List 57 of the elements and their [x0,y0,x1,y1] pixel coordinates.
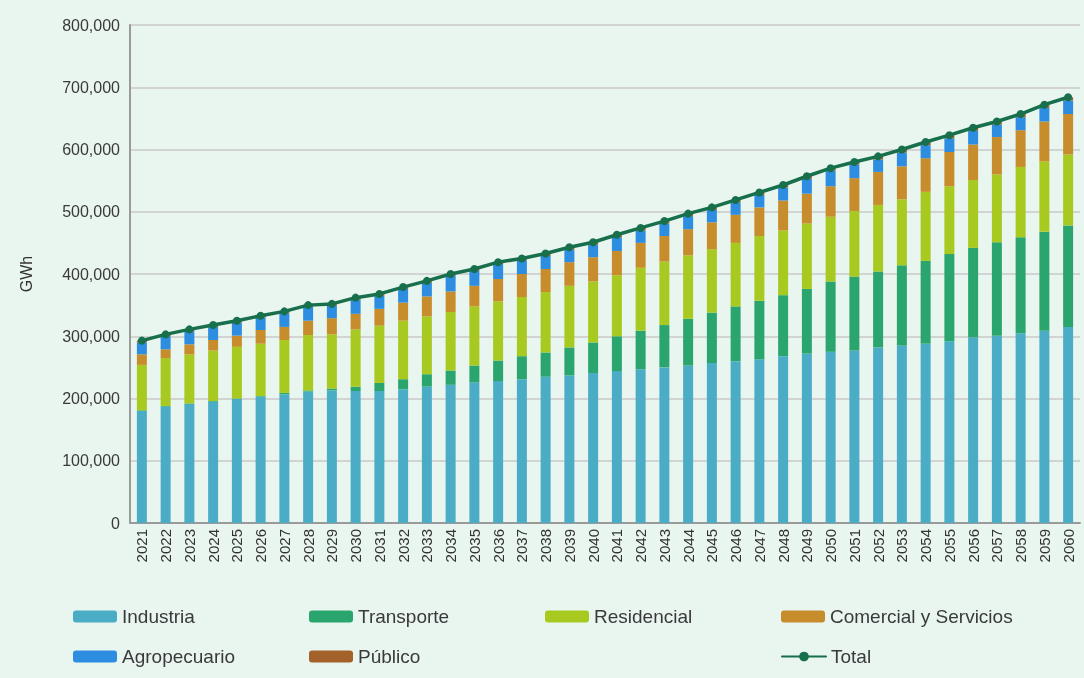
x-tick-label: 2031 [370,529,388,563]
x-tick-label: 2025 [228,529,246,563]
x-tick-label: 2035 [465,529,483,563]
x-tick-label: 2043 [655,529,673,563]
y-tick-label: 400,000 [62,265,121,283]
legend-label: Total [831,646,872,667]
x-tick-label: 2033 [418,529,436,563]
x-tick-label: 2040 [584,529,602,563]
y-tick-label: 700,000 [62,78,121,96]
legend-label: Residencial [594,606,693,627]
x-tick-label: 2044 [679,529,697,563]
x-tick-label: 2028 [299,529,317,563]
x-tick-label: 2045 [703,529,721,563]
x-tick-label: 2029 [323,529,341,563]
y-tick-label: 200,000 [62,390,121,407]
x-tick-label: 2051 [845,529,863,563]
x-tick-label: 2059 [1035,529,1053,563]
x-tick-label: 2034 [442,529,460,563]
x-tick-label: 2046 [727,529,745,563]
y-tick-label: 600,000 [62,141,121,158]
x-tick-label: 2060 [1059,529,1077,563]
x-tick-label: 2054 [917,529,935,563]
x-tick-label: 2024 [204,529,222,563]
x-tick-label: 2047 [750,529,768,563]
y-axis-title: GWh [17,255,35,293]
x-tick-label: 2032 [394,529,412,563]
x-tick-label: 2039 [560,529,578,563]
x-tick-label: 2041 [608,529,626,563]
y-tick-label: 300,000 [62,327,121,345]
legend-label: Transporte [358,606,450,627]
x-tick-label: 2042 [632,529,650,563]
x-tick-label: 2022 [157,529,175,563]
y-tick-label: 0 [111,514,121,532]
y-tick-label: 500,000 [62,203,121,221]
legend-label: Público [358,646,421,667]
y-tick-label: 800,000 [62,16,121,34]
y-tick-label: 100,000 [62,452,121,470]
x-tick-label: 2050 [822,529,840,563]
x-tick-label: 2038 [537,529,555,563]
x-tick-label: 2048 [774,529,792,563]
x-tick-label: 2023 [180,529,198,563]
x-tick-label: 2026 [252,529,270,563]
x-tick-label: 2049 [798,529,816,563]
x-tick-label: 2058 [1012,529,1030,563]
x-tick-label: 2056 [964,529,982,563]
x-tick-label: 2057 [988,529,1006,563]
x-tick-label: 2021 [133,529,151,563]
x-tick-label: 2055 [940,529,958,563]
legend-label: Agropecuario [122,646,236,667]
legend-label: Comercial y Servicios [830,606,1013,627]
x-tick-label: 2037 [513,529,531,563]
x-tick-label: 2052 [869,529,887,563]
x-tick-label: 2036 [489,529,507,563]
legend-label: Industria [122,606,196,627]
x-tick-label: 2027 [275,529,293,563]
x-tick-label: 2030 [347,529,365,563]
x-tick-label: 2053 [893,529,911,563]
